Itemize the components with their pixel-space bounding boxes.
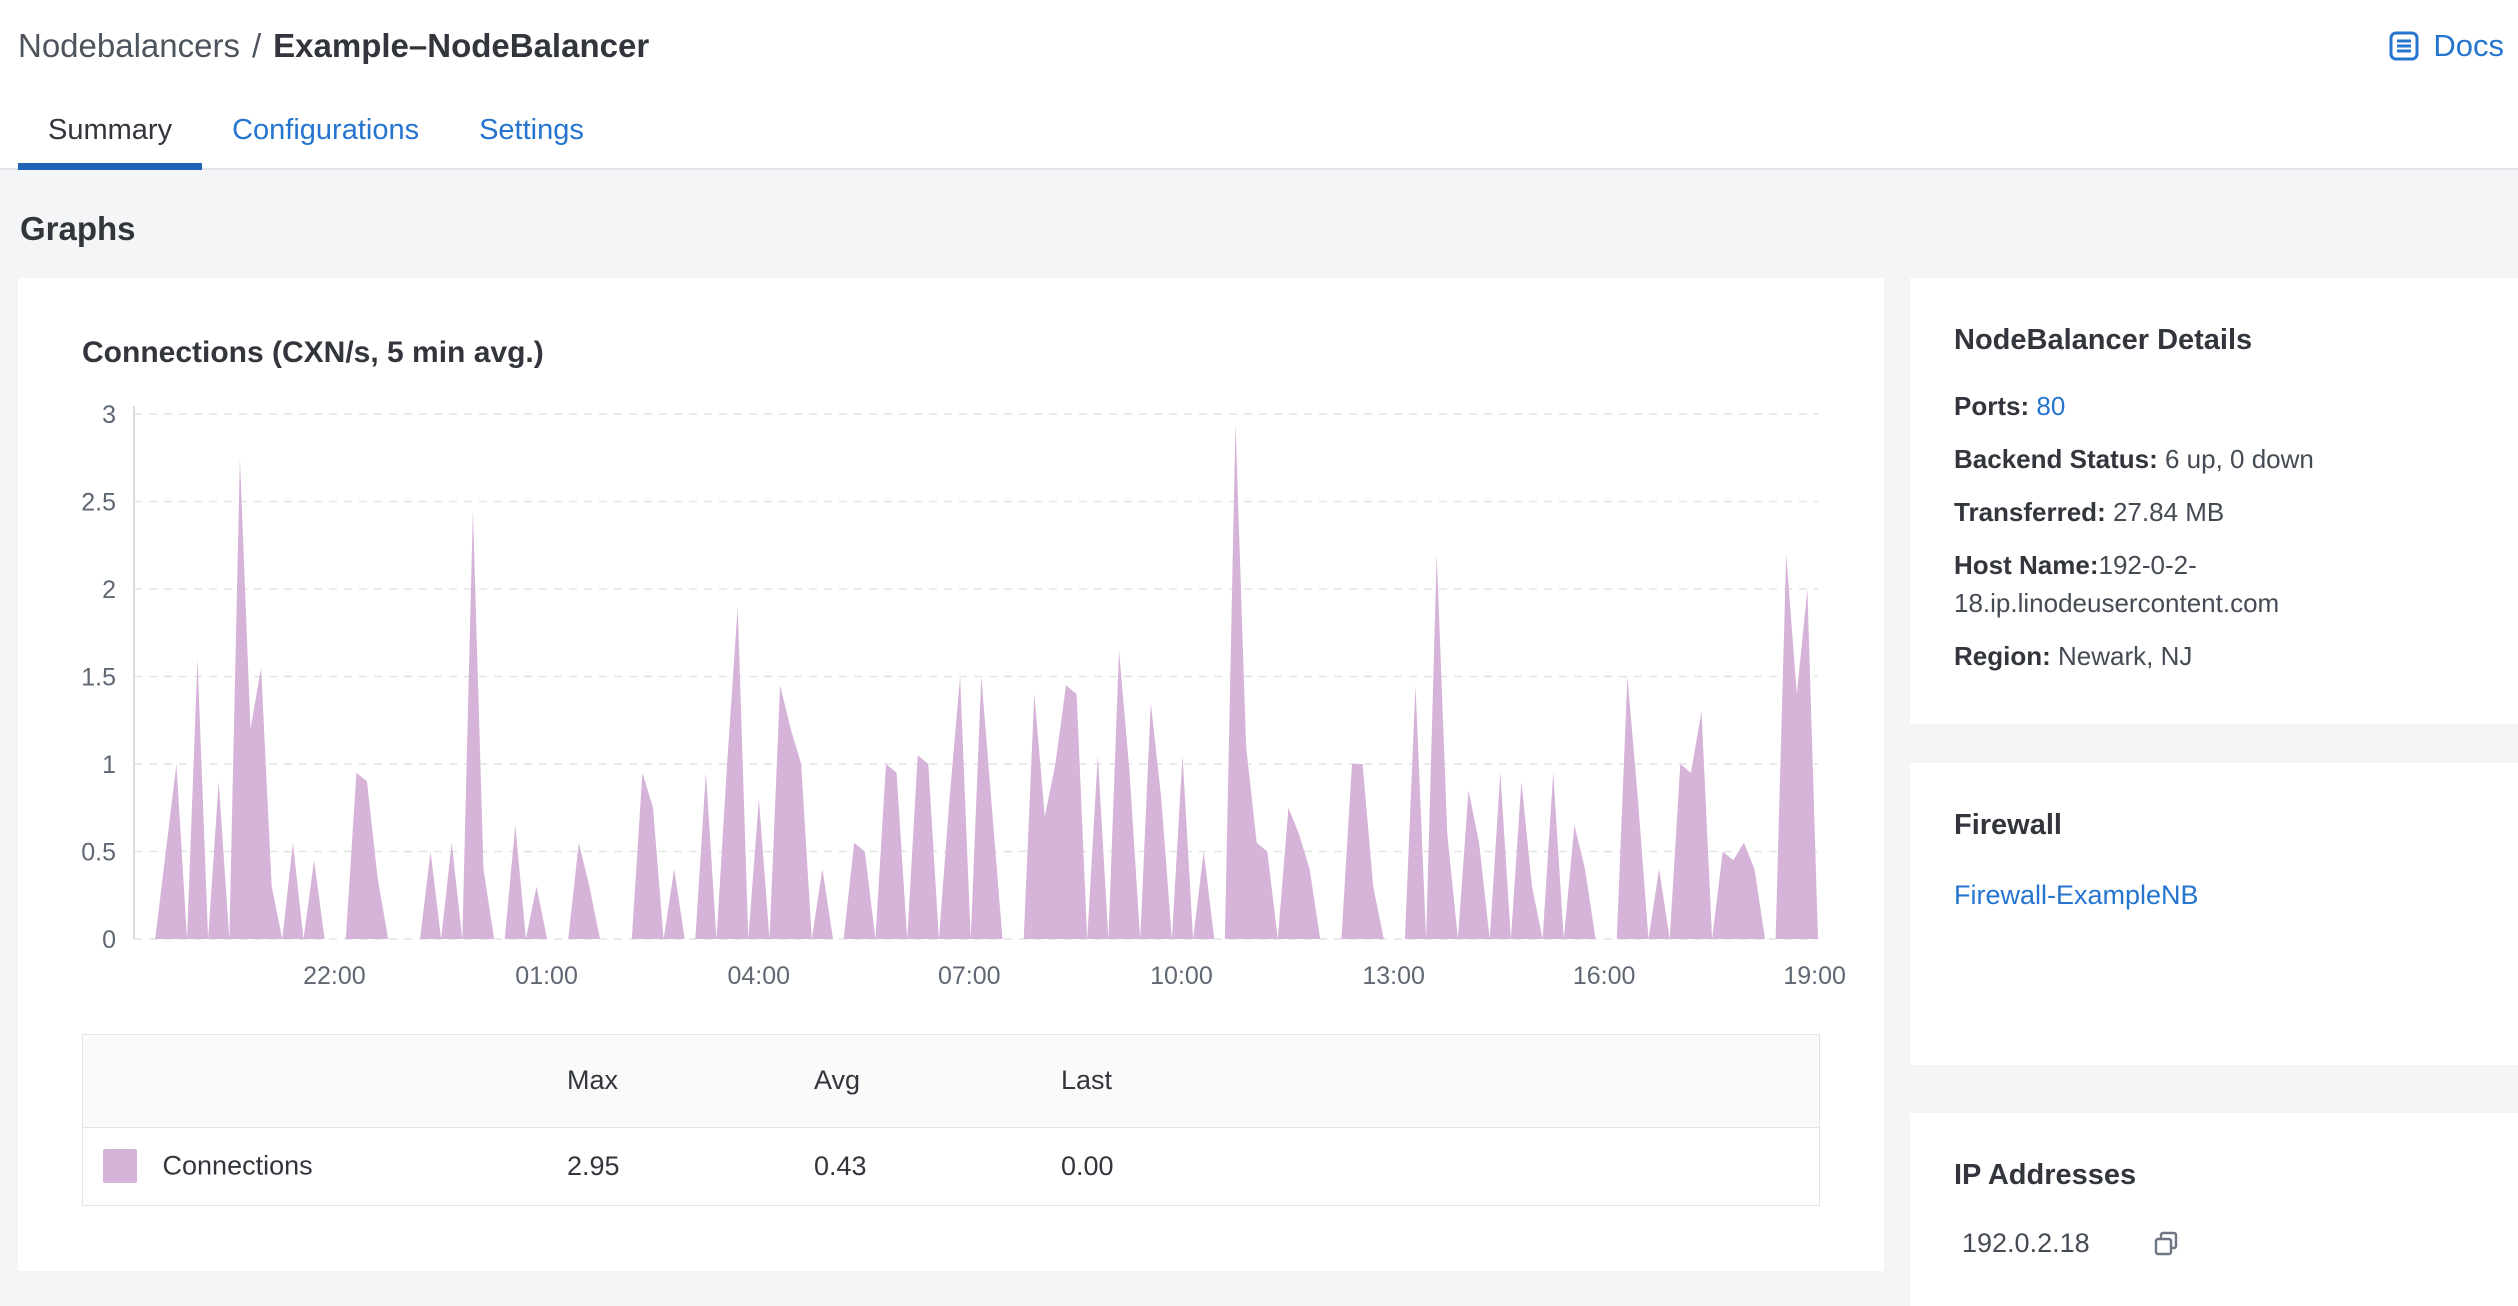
legend-header-name [83, 1035, 557, 1128]
legend-header-last: Last [1051, 1035, 1298, 1128]
ip-card-title: IP Addresses [1954, 1159, 2137, 1191]
graphs-section-title: Graphs [20, 210, 136, 247]
svg-text:04:00: 04:00 [727, 962, 790, 990]
svg-text:2: 2 [102, 576, 116, 604]
copy-icon [2152, 1230, 2180, 1258]
legend-header-max: Max [557, 1035, 804, 1128]
page-header: Nodebalancers / Example–NodeBalancer Doc… [0, 0, 2518, 170]
detail-row-region: Region: Newark, NJ [1954, 637, 2474, 675]
ip-address-row: 192.0.2.18 [1954, 1228, 2474, 1259]
transferred-value: 27.84 MB [2112, 497, 2225, 527]
svg-text:19:00: 19:00 [1783, 962, 1846, 990]
region-value: Newark, NJ [2058, 641, 2193, 671]
right-sidebar: NodeBalancer Details Ports: 80 Backend S… [1910, 278, 2518, 1306]
detail-row-ports: Ports: 80 [1954, 387, 2474, 425]
breadcrumb: Nodebalancers / Example–NodeBalancer [18, 27, 649, 65]
top-bar: Nodebalancers / Example–NodeBalancer Doc… [0, 0, 2518, 92]
host-name-value: 192-0-2-18.ip.linodeusercontent.com [1954, 550, 2280, 618]
legend-header-row: Max Avg Last [83, 1035, 1819, 1128]
svg-text:13:00: 13:00 [1362, 962, 1425, 990]
svg-text:3: 3 [102, 401, 116, 429]
svg-text:16:00: 16:00 [1573, 962, 1636, 990]
tab-bar: Summary Configurations Settings [0, 92, 2518, 170]
copy-ip-button[interactable] [2152, 1230, 2180, 1258]
backend-status-value: 6 up, 0 down [2164, 444, 2314, 474]
svg-text:0: 0 [102, 926, 116, 954]
legend-avg-value: 0.43 [814, 1150, 867, 1181]
ip-address-value: 192.0.2.18 [1962, 1228, 2090, 1258]
legend-row-connections: Connections 2.95 0.43 0.00 [83, 1127, 1819, 1205]
details-rows: Ports: 80 Backend Status: 6 up, 0 down T… [1954, 387, 2474, 675]
backend-status-label: Backend Status: [1954, 444, 2158, 474]
port-80-link[interactable]: 80 [2036, 391, 2066, 421]
host-name-label: Host Name: [1954, 550, 2099, 580]
legend-row-filler [1298, 1127, 1819, 1205]
details-card-title: NodeBalancer Details [1954, 324, 2253, 356]
firewall-card: Firewall Firewall-ExampleNB [1910, 763, 2518, 1065]
region-label: Region: [1954, 641, 2051, 671]
chart-title: Connections (CXN/s, 5 min avg.) [82, 336, 544, 369]
nodebalancer-details-card: NodeBalancer Details Ports: 80 Backend S… [1910, 278, 2518, 724]
tab-configurations[interactable]: Configurations [232, 113, 420, 146]
connections-chart-card: Connections (CXN/s, 5 min avg.) 0 0.5 1 1.5… [18, 278, 1884, 1271]
breadcrumb-nodebalancers-link[interactable]: Nodebalancers [18, 27, 240, 64]
chart-legend-table: Max Avg Last Connections 2.95 [82, 1034, 1820, 1206]
connections-area-chart: 0 0.5 1 1.5 2 2.5 3 22:00 01:00 04:00 07:00 10:00 13… [81, 401, 1846, 990]
tab-settings[interactable]: Settings [479, 113, 584, 146]
svg-text:22:00: 22:00 [303, 962, 366, 990]
detail-row-host-name: Host Name:192-0-2-18.ip.linodeuserconten… [1954, 546, 2474, 622]
detail-row-transferred: Transferred: 27.84 MB [1954, 493, 2474, 531]
firewall-card-title: Firewall [1954, 809, 2062, 841]
detail-row-backend-status: Backend Status: 6 up, 0 down [1954, 440, 2474, 478]
svg-text:0.5: 0.5 [81, 839, 116, 867]
connections-series-swatch [103, 1149, 137, 1184]
tab-summary[interactable]: Summary [18, 92, 203, 170]
docs-link[interactable]: Docs [2387, 28, 2504, 64]
content-row: Connections (CXN/s, 5 min avg.) 0 0.5 1 1.5… [18, 278, 2518, 1306]
firewall-link[interactable]: Firewall-ExampleNB [1954, 880, 2199, 910]
main-content: Graphs Connections (CXN/s, 5 min avg.) 0… [0, 210, 2518, 1306]
breadcrumb-separator: / [251, 27, 262, 64]
docs-icon [2387, 29, 2421, 63]
svg-text:1: 1 [102, 751, 116, 779]
breadcrumb-current: Example–NodeBalancer [273, 27, 650, 64]
svg-text:2.5: 2.5 [81, 489, 116, 517]
svg-text:01:00: 01:00 [515, 962, 578, 990]
legend-header-avg: Avg [804, 1035, 1051, 1128]
svg-text:10:00: 10:00 [1150, 962, 1213, 990]
ports-label: Ports: [1954, 391, 2030, 421]
transferred-label: Transferred: [1954, 497, 2106, 527]
svg-text:07:00: 07:00 [938, 962, 1001, 990]
legend-header-filler [1298, 1035, 1819, 1128]
ip-addresses-card: IP Addresses 192.0.2.18 [1910, 1113, 2518, 1306]
legend-series-name: Connections [162, 1150, 313, 1181]
legend-last-value: 0.00 [1061, 1150, 1114, 1181]
svg-text:1.5: 1.5 [81, 664, 116, 692]
legend-max-value: 2.95 [567, 1150, 620, 1181]
docs-label: Docs [2433, 28, 2504, 63]
